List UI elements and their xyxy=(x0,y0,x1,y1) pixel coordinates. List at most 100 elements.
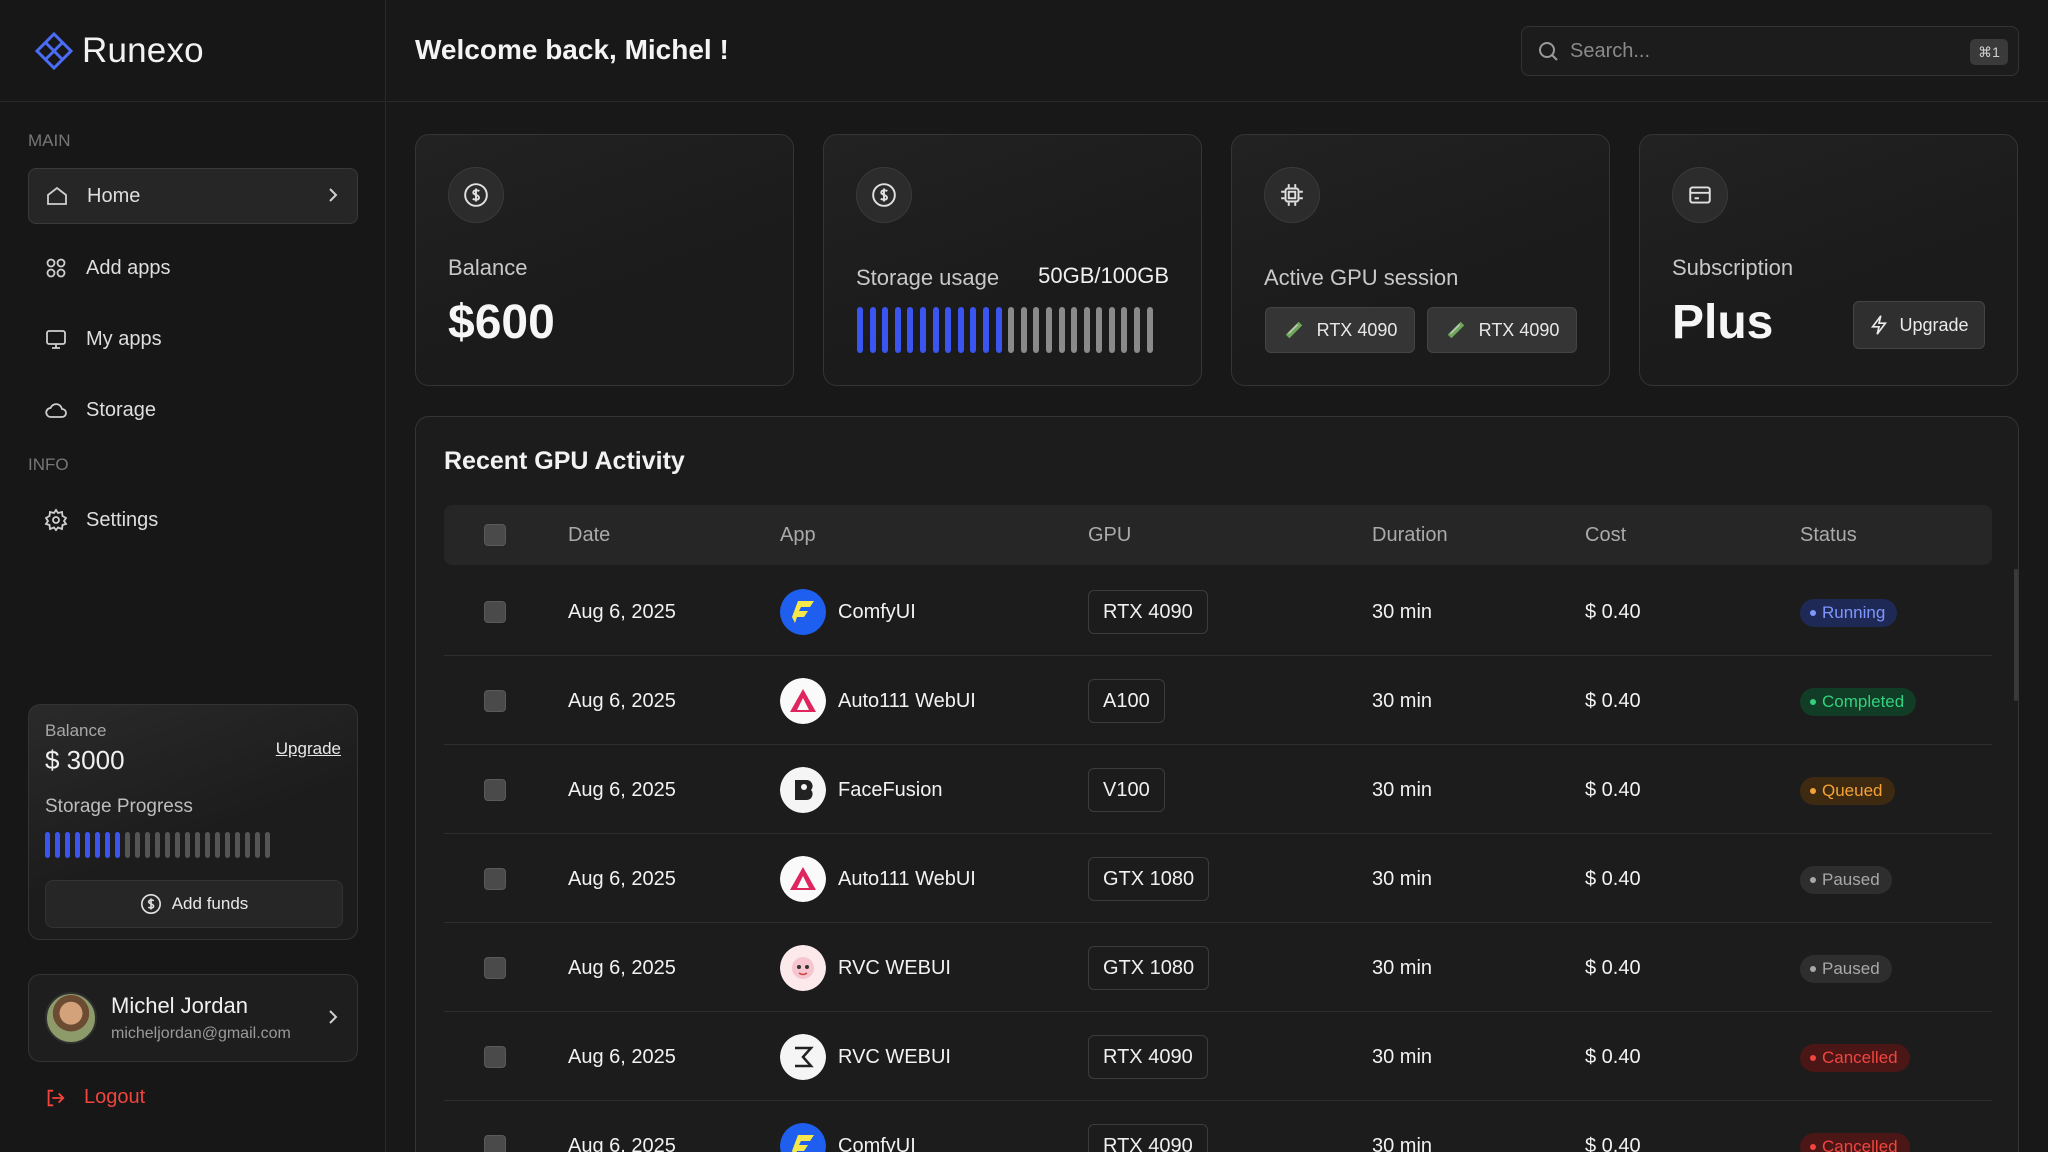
row-checkbox[interactable] xyxy=(484,779,506,801)
brand[interactable]: Runexo xyxy=(0,0,385,102)
row-duration: 30 min xyxy=(1372,1046,1433,1068)
status-badge: Running xyxy=(1800,599,1898,627)
recent-gpu-activity-panel: Recent GPU Activity Date App GPU Duratio… xyxy=(415,416,2019,1152)
status-dot xyxy=(1810,610,1816,616)
row-checkbox[interactable] xyxy=(484,690,506,712)
table-row[interactable]: Aug 6, 2025 Auto111 WebUI A100 30 min $ … xyxy=(444,657,1992,745)
table-row[interactable]: Aug 6, 2025 RVC WEBUI GTX 1080 30 min $ … xyxy=(444,924,1992,1012)
progress-segment xyxy=(245,832,250,858)
row-date: Aug 6, 2025 xyxy=(568,1046,676,1068)
row-app: ComfyUI xyxy=(838,601,916,623)
table-row[interactable]: Aug 6, 2025 ComfyUI RTX 4090 30 min $ 0.… xyxy=(444,568,1992,656)
progress-segment xyxy=(105,832,110,858)
lightning-icon xyxy=(1871,315,1888,335)
row-date: Aug 6, 2025 xyxy=(568,601,676,623)
upgrade-button-label: Upgrade xyxy=(1899,314,1969,335)
progress-segment xyxy=(75,832,80,858)
subscription-plan: Plus xyxy=(1672,296,1774,349)
row-checkbox[interactable] xyxy=(484,1135,506,1152)
row-checkbox[interactable] xyxy=(484,601,506,623)
grid-icon xyxy=(46,258,66,278)
column-header-cost[interactable]: Cost xyxy=(1585,524,1627,546)
sidebar-balance-card: Balance $ 3000 Upgrade Storage Progress … xyxy=(28,704,358,940)
select-all-checkbox[interactable] xyxy=(484,524,506,546)
search-box[interactable]: ⌘1 xyxy=(1521,26,2019,76)
credit-card-icon xyxy=(1672,167,1728,223)
user-name: Michel Jordan xyxy=(111,993,248,1018)
sidebar-item-storage[interactable]: Storage xyxy=(28,382,358,438)
sidebar-item-my-apps[interactable]: My apps xyxy=(28,311,358,367)
table-header: Date App GPU Duration Cost Status xyxy=(444,505,1992,565)
row-duration: 30 min xyxy=(1372,779,1433,801)
subscription-card: Subscription Plus Upgrade xyxy=(1639,134,2018,386)
row-checkbox[interactable] xyxy=(484,957,506,979)
column-header-app[interactable]: App xyxy=(780,524,816,546)
gpu-chip[interactable]: RTX 4090 xyxy=(1265,307,1415,353)
logout-label: Logout xyxy=(84,1086,146,1108)
status-dot xyxy=(1810,1144,1816,1150)
sidebar-item-home[interactable]: Home xyxy=(28,168,358,224)
progress-segment xyxy=(125,832,130,858)
progress-segment xyxy=(135,832,140,858)
chevron-right-icon xyxy=(329,1010,338,1024)
progress-segment xyxy=(1146,307,1153,353)
dollar-icon xyxy=(140,894,161,914)
progress-segment xyxy=(155,832,160,858)
add-funds-button[interactable]: Add funds xyxy=(45,880,343,928)
column-header-date[interactable]: Date xyxy=(568,524,611,546)
sidebar-item-label: Add apps xyxy=(86,256,171,279)
gpu-chip-label: RTX 4090 xyxy=(1316,319,1398,340)
rvc-logo-icon xyxy=(780,945,826,991)
topbar: Welcome back, Michel ! ⌘1 xyxy=(387,0,2048,102)
progress-segment xyxy=(265,832,270,858)
row-app: FaceFusion xyxy=(838,779,943,801)
sidebar-item-settings[interactable]: Settings xyxy=(28,492,358,548)
panel-title: Recent GPU Activity xyxy=(444,447,685,475)
sidebar-item-label: Home xyxy=(87,184,141,207)
status-label: Running xyxy=(1822,603,1886,622)
runexo-logo-icon xyxy=(34,31,74,70)
comfyui-logo-icon xyxy=(780,1123,826,1152)
logout-button[interactable]: Logout xyxy=(44,1086,145,1109)
progress-segment xyxy=(857,307,863,353)
search-input[interactable] xyxy=(1570,39,1950,63)
facefusion-logo-icon xyxy=(780,767,826,813)
row-checkbox[interactable] xyxy=(484,868,506,890)
row-app: RVC WEBUI xyxy=(838,957,951,979)
table-row[interactable]: Aug 6, 2025 FaceFusion V100 30 min $ 0.4… xyxy=(444,746,1992,834)
progress-segment xyxy=(1096,307,1103,353)
storage-progress-label: Storage Progress xyxy=(45,796,193,817)
column-header-duration[interactable]: Duration xyxy=(1372,524,1448,546)
upgrade-button[interactable]: Upgrade xyxy=(1853,301,1985,349)
status-badge: Cancelled xyxy=(1800,1044,1910,1072)
row-checkbox[interactable] xyxy=(484,1046,506,1068)
auto111-logo-icon xyxy=(780,856,826,902)
table-row[interactable]: Aug 6, 2025 Auto111 WebUI GTX 1080 30 mi… xyxy=(444,835,1992,923)
status-label: Cancelled xyxy=(1822,1048,1898,1067)
table-row[interactable]: Aug 6, 2025 ComfyUI RTX 4090 30 min $ 0.… xyxy=(444,1102,1992,1152)
progress-segment xyxy=(957,307,964,353)
row-gpu-tag: RTX 4090 xyxy=(1088,1035,1208,1079)
row-cost: $ 0.40 xyxy=(1585,601,1641,623)
scrollbar[interactable] xyxy=(2014,569,2018,701)
row-date: Aug 6, 2025 xyxy=(568,957,676,979)
progress-segment xyxy=(907,307,914,353)
progress-segment xyxy=(225,832,230,858)
row-duration: 30 min xyxy=(1372,690,1433,712)
upgrade-link[interactable]: Upgrade xyxy=(275,739,341,758)
gpu-chip[interactable]: RTX 4090 xyxy=(1427,307,1577,353)
column-header-status[interactable]: Status xyxy=(1800,524,1857,546)
progress-segment xyxy=(970,307,977,353)
user-profile-card[interactable]: Michel Jordan micheljordan@gmail.com xyxy=(28,974,358,1062)
row-duration: 30 min xyxy=(1372,957,1433,979)
chevron-right-icon xyxy=(329,188,338,202)
sidebar-item-add-apps[interactable]: Add apps xyxy=(28,240,358,296)
table-row[interactable]: Aug 6, 2025 RVC WEBUI RTX 4090 30 min $ … xyxy=(444,1013,1992,1101)
progress-segment xyxy=(1020,307,1027,353)
column-header-gpu[interactable]: GPU xyxy=(1088,524,1132,546)
cpu-chip-icon xyxy=(1264,167,1320,223)
avatar xyxy=(45,992,97,1044)
status-label: Paused xyxy=(1822,959,1880,978)
progress-segment xyxy=(195,832,200,858)
section-label-main: MAIN xyxy=(28,131,71,150)
